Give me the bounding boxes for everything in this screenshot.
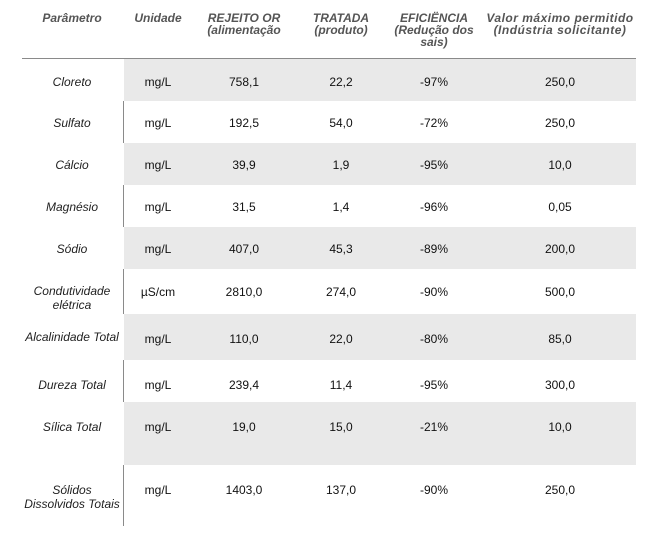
row-valor-maximo: 500,0: [544, 285, 576, 299]
table-row: Condutividade elétrica µS/cm 2810,0 274,0 -9…: [22, 269, 636, 314]
row-eficiencia: -96%: [419, 200, 448, 214]
header-divider: [22, 58, 636, 59]
row-tratada: 15,0: [329, 420, 353, 434]
row-unidade: mg/L: [144, 378, 172, 392]
row-unidade: mg/L: [144, 200, 172, 214]
row-eficiencia: -95%: [419, 378, 448, 392]
table-row: Cloreto mg/L 758,1 22,2 -97% 250,0: [22, 59, 636, 101]
row-valor-maximo: 300,0: [544, 378, 576, 392]
row-eficiencia: -90%: [419, 285, 448, 299]
row-valor-maximo: 200,0: [544, 242, 576, 256]
row-rejeito: 407,0: [228, 242, 260, 256]
row-tratada: 45,3: [329, 242, 353, 256]
row-parametro: Sódio: [56, 242, 88, 256]
row-unidade: mg/L: [144, 332, 172, 346]
row-unidade: mg/L: [144, 116, 172, 130]
row-unidade: mg/L: [144, 158, 172, 172]
row-unidade: mg/L: [144, 242, 172, 256]
column-divider: [123, 58, 124, 526]
row-rejeito: 19,0: [232, 420, 256, 434]
row-tratada: 274,0: [325, 285, 357, 299]
row-eficiencia: -80%: [419, 332, 448, 346]
table-row: Sódio mg/L 407,0 45,3 -89% 200,0: [22, 227, 636, 269]
table-header: Parâmetro Unidade REJEITO OR (alimentaçã…: [22, 0, 636, 58]
row-parametro: Sílica Total: [42, 420, 102, 434]
row-unidade: mg/L: [144, 420, 172, 434]
row-parametro: Dureza Total: [38, 378, 106, 392]
row-tratada: 54,0: [329, 116, 353, 130]
row-eficiencia: -97%: [419, 75, 448, 89]
row-parametro: Magnésio: [45, 200, 99, 214]
table-row: Cálcio mg/L 39,9 1,9 -95% 10,0: [22, 143, 636, 185]
row-valor-maximo: 10,0: [548, 158, 572, 172]
row-eficiencia: -90%: [419, 483, 448, 497]
row-parametro: Sulfato: [53, 116, 91, 130]
table-row: Dureza Total mg/L 239,4 11,4 -95% 300,0: [22, 360, 636, 402]
row-parametro: Cloreto: [52, 75, 92, 89]
row-tratada: 137,0: [325, 483, 357, 497]
header-tratada: TRATADA (produto): [312, 11, 370, 37]
row-unidade: µS/cm: [140, 285, 176, 299]
header-eficiencia: EFICIËNCIA (Redução dos sais): [394, 11, 474, 49]
header-rejeito: REJEITO OR (alimentação: [207, 11, 281, 37]
row-rejeito: 1403,0: [225, 483, 263, 497]
row-rejeito: 192,5: [228, 116, 260, 130]
row-unidade: mg/L: [144, 75, 172, 89]
row-parametro: Condutividade elétrica: [33, 284, 111, 312]
row-eficiencia: -72%: [419, 116, 448, 130]
table-row: Sílica Total mg/L 19,0 15,0 -21% 10,0: [22, 402, 636, 465]
row-parametro: Alcalinidade Total: [25, 330, 119, 344]
water-quality-table: Parâmetro Unidade REJEITO OR (alimentaçã…: [22, 0, 636, 526]
header-unidade: Unidade: [134, 11, 182, 25]
row-tratada: 1,9: [332, 158, 350, 172]
row-rejeito: 239,4: [228, 378, 260, 392]
row-rejeito: 31,5: [232, 200, 256, 214]
row-rejeito: 39,9: [232, 158, 256, 172]
row-valor-maximo: 250,0: [544, 116, 576, 130]
row-rejeito: 110,0: [229, 332, 259, 346]
row-rejeito: 758,1: [228, 75, 260, 89]
row-valor-maximo: 250,0: [544, 483, 576, 497]
row-valor-maximo: 10,0: [548, 420, 572, 434]
row-eficiencia: -95%: [419, 158, 448, 172]
table-row: Sólidos Dissolvidos Totais mg/L 1403,0 137,…: [22, 465, 636, 527]
row-parametro: Sólidos Dissolvidos Totais: [24, 483, 120, 511]
table-row: Magnésio mg/L 31,5 1,4 -96% 0,05: [22, 185, 636, 227]
row-unidade: mg/L: [144, 483, 172, 497]
row-tratada: 11,4: [329, 378, 353, 392]
row-parametro: Cálcio: [55, 158, 89, 172]
row-eficiencia: -21%: [419, 420, 448, 434]
table-row: Sulfato mg/L 192,5 54,0 -72% 250,0: [22, 101, 636, 143]
row-eficiencia: -89%: [419, 242, 448, 256]
header-valor-maximo: Valor máximo permitido (Indústria solici…: [486, 11, 634, 37]
row-tratada: 1,4: [332, 200, 350, 214]
row-rejeito: 2810,0: [225, 285, 263, 299]
row-valor-maximo: 0,05: [548, 200, 572, 214]
row-tratada: 22,2: [329, 75, 353, 89]
row-valor-maximo: 250,0: [544, 75, 576, 89]
table-row: Alcalinidade Total mg/L 110,0 22,0 -80% 85,0: [22, 314, 636, 360]
header-parametro: Parâmetro: [42, 11, 102, 25]
row-tratada: 22,0: [329, 332, 353, 346]
row-valor-maximo: 85,0: [548, 332, 572, 346]
